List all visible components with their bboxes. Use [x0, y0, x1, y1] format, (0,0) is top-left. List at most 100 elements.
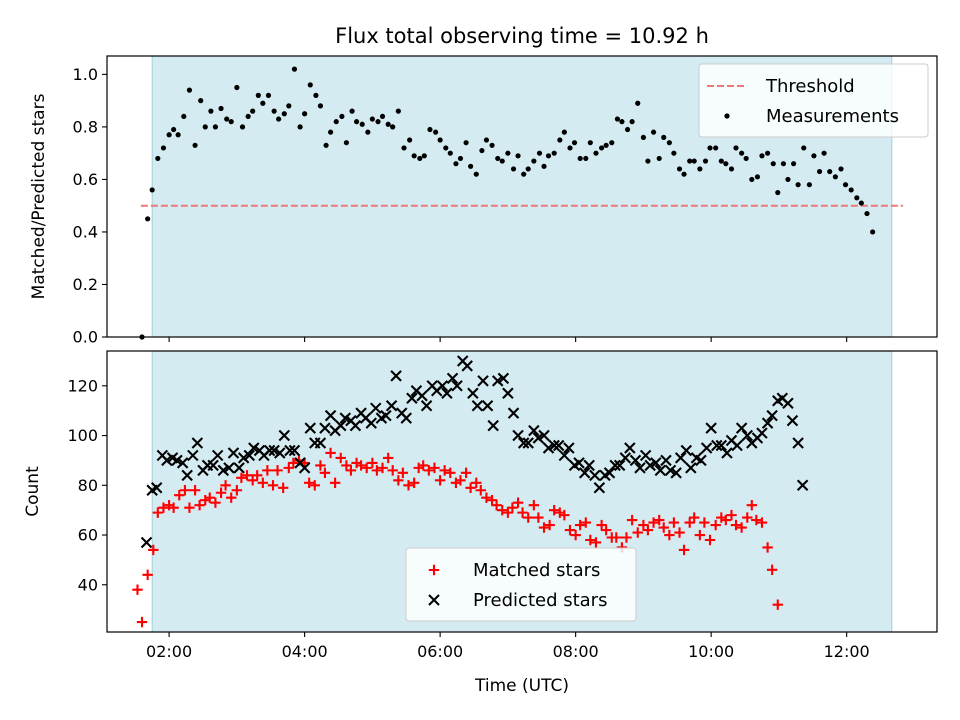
- data-point: [245, 113, 251, 120]
- data-point: [345, 465, 357, 476]
- data-point: [634, 462, 646, 474]
- data-point: [436, 380, 449, 392]
- data-point: [377, 462, 388, 474]
- data-point: [468, 163, 474, 169]
- data-point: [570, 529, 581, 541]
- data-point: [228, 119, 234, 125]
- data-point: [271, 108, 277, 114]
- data-point: [297, 124, 303, 130]
- y-axis-label: Matched/Predicted stars: [29, 93, 49, 299]
- data-point: [186, 87, 193, 93]
- data-point: [397, 467, 409, 479]
- data-point: [684, 517, 695, 528]
- data-point: [705, 422, 717, 434]
- data-point: [858, 200, 864, 206]
- data-point: [284, 444, 296, 457]
- data-point: [393, 475, 404, 486]
- data-point: [832, 174, 838, 180]
- data-point: [525, 166, 531, 172]
- data-point: [661, 134, 667, 141]
- legend-box: [698, 63, 929, 138]
- data-point: [838, 166, 844, 172]
- data-point: [233, 462, 245, 474]
- data-point: [365, 417, 377, 429]
- data-point: [324, 409, 337, 422]
- data-point: [538, 522, 550, 533]
- data-point: [417, 155, 423, 162]
- data-point: [702, 158, 709, 164]
- data-point: [325, 447, 336, 459]
- data-point: [842, 182, 849, 188]
- data-point: [495, 155, 501, 162]
- data-point: [609, 140, 615, 146]
- data-point: [353, 119, 360, 125]
- plot-frame: [106, 350, 938, 633]
- data-point: [434, 475, 446, 486]
- data-point: [766, 409, 778, 422]
- data-point: [574, 519, 586, 531]
- data-point: [726, 509, 737, 521]
- data-point: [533, 512, 544, 523]
- data-point: [343, 140, 350, 146]
- data-point: [267, 480, 279, 491]
- data-point: [329, 477, 341, 488]
- data-point: [821, 150, 827, 156]
- data-point: [541, 163, 547, 169]
- data-point: [257, 477, 269, 488]
- data-point: [323, 142, 329, 148]
- data-point: [210, 497, 221, 508]
- data-point: [339, 113, 345, 120]
- data-point: [711, 439, 723, 452]
- data-point: [191, 437, 204, 449]
- data-point: [676, 166, 683, 172]
- series-matched-stars: [132, 447, 783, 628]
- data-point: [697, 166, 703, 172]
- y-tick-label: 0.6: [73, 170, 98, 189]
- data-point: [674, 527, 685, 538]
- data-point: [796, 479, 809, 492]
- data-point: [715, 439, 728, 452]
- data-point: [447, 150, 453, 156]
- data-point: [736, 522, 747, 533]
- data-point: [573, 457, 585, 469]
- data-point: [483, 137, 490, 143]
- data-point: [780, 161, 787, 167]
- data-point: [551, 150, 557, 156]
- data-point: [481, 399, 494, 412]
- data-point: [250, 108, 256, 114]
- data-point: [548, 439, 560, 452]
- data-point: [291, 66, 298, 72]
- data-point: [421, 153, 427, 159]
- data-point: [854, 195, 860, 201]
- data-point: [619, 119, 625, 125]
- data-point: [746, 499, 758, 511]
- legend: Threshold Measurements: [698, 63, 929, 138]
- y-tick-label: 60: [78, 526, 98, 545]
- data-point: [355, 460, 367, 471]
- data-point: [571, 140, 578, 146]
- data-point: [148, 544, 159, 556]
- data-point: [848, 187, 854, 193]
- data-point: [766, 564, 778, 576]
- data-point: [497, 504, 508, 516]
- data-point: [477, 375, 489, 387]
- data-point: [427, 126, 433, 133]
- data-point: [587, 140, 593, 146]
- x-tick-label: 02:00: [146, 642, 192, 661]
- data-point: [335, 419, 347, 432]
- data-point: [685, 462, 697, 474]
- x-tick-label: 08:00: [553, 642, 599, 661]
- data-point: [192, 142, 198, 148]
- data-point: [132, 584, 143, 595]
- data-point: [538, 429, 550, 442]
- data-point: [700, 442, 713, 454]
- data-point: [656, 155, 662, 162]
- data-point: [158, 502, 169, 513]
- y-tick-label: 120: [67, 376, 98, 395]
- data-point: [302, 111, 308, 117]
- data-point: [654, 464, 667, 477]
- data-point: [281, 111, 287, 117]
- data-point: [198, 98, 204, 104]
- data-point: [720, 514, 732, 526]
- data-point: [870, 229, 876, 235]
